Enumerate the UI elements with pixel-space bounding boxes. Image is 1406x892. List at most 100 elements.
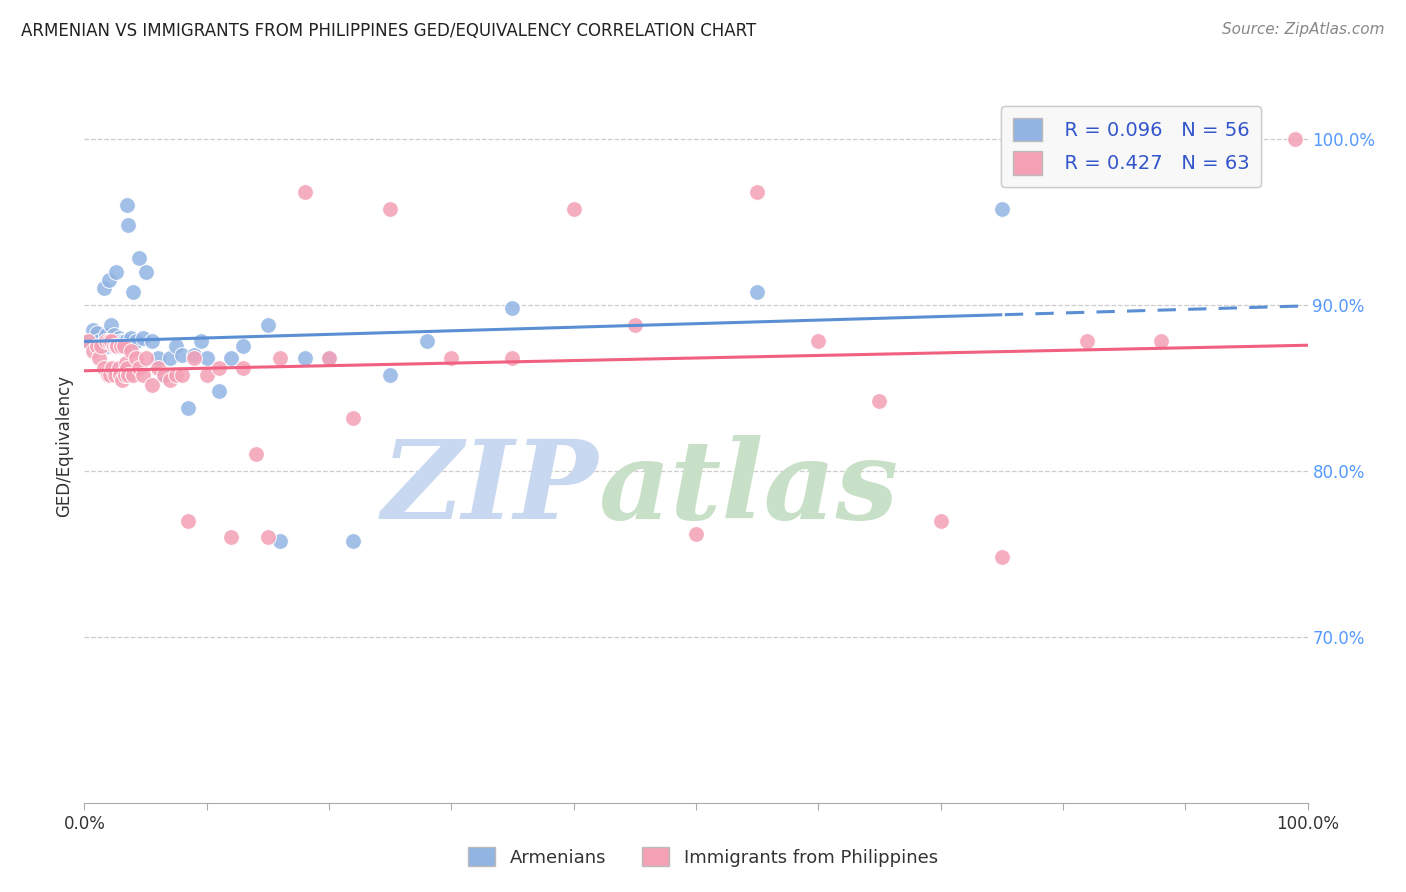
Point — [128, 361, 150, 376]
Text: ARMENIAN VS IMMIGRANTS FROM PHILIPPINES GED/EQUIVALENCY CORRELATION CHART: ARMENIAN VS IMMIGRANTS FROM PHILIPPINES … — [21, 22, 756, 40]
Point — [165, 339, 187, 353]
Point — [93, 361, 115, 376]
Point — [624, 318, 647, 332]
Point — [294, 351, 316, 365]
Point — [82, 344, 104, 359]
Point — [318, 351, 340, 365]
Point — [159, 373, 181, 387]
Point — [112, 339, 135, 353]
Point — [86, 339, 108, 353]
Point — [294, 185, 316, 199]
Point — [104, 368, 127, 382]
Point — [257, 318, 280, 332]
Point — [128, 252, 150, 266]
Point — [122, 368, 145, 382]
Point — [146, 351, 169, 365]
Point — [77, 334, 100, 349]
Point — [87, 351, 110, 365]
Point — [101, 361, 124, 376]
Point — [107, 331, 129, 345]
Point — [135, 265, 157, 279]
Point — [112, 334, 135, 349]
Point — [115, 198, 138, 212]
Point — [104, 339, 127, 353]
Point — [108, 368, 131, 382]
Point — [141, 377, 163, 392]
Point — [685, 527, 707, 541]
Point — [115, 334, 138, 349]
Point — [101, 334, 124, 349]
Point — [342, 410, 364, 425]
Point — [190, 334, 212, 349]
Legend:   R = 0.096   N = 56,   R = 0.427   N = 63: R = 0.096 N = 56, R = 0.427 N = 63 — [1001, 106, 1261, 186]
Point — [342, 533, 364, 548]
Point — [380, 202, 402, 216]
Point — [991, 550, 1014, 565]
Point — [177, 401, 200, 415]
Point — [90, 339, 112, 353]
Point — [929, 514, 952, 528]
Point — [318, 351, 340, 365]
Point — [97, 273, 120, 287]
Text: atlas: atlas — [598, 435, 898, 542]
Point — [96, 327, 118, 342]
Point — [183, 348, 205, 362]
Point — [105, 339, 128, 353]
Point — [132, 368, 155, 382]
Point — [115, 356, 138, 370]
Point — [122, 285, 145, 299]
Point — [97, 339, 120, 353]
Point — [1284, 132, 1306, 146]
Point — [502, 301, 524, 316]
Point — [96, 334, 118, 349]
Point — [232, 339, 254, 353]
Y-axis label: GED/Equivalency: GED/Equivalency — [55, 375, 73, 517]
Point — [105, 334, 128, 349]
Point — [97, 334, 120, 349]
Point — [77, 334, 100, 349]
Point — [115, 361, 138, 376]
Point — [90, 339, 112, 353]
Point — [195, 351, 218, 365]
Point — [165, 368, 187, 382]
Point — [807, 334, 830, 349]
Point — [159, 351, 181, 365]
Point — [110, 334, 132, 349]
Point — [440, 351, 463, 365]
Point — [183, 351, 205, 365]
Point — [98, 334, 121, 349]
Point — [105, 339, 128, 353]
Point — [747, 185, 769, 199]
Point — [117, 219, 139, 233]
Point — [100, 334, 122, 349]
Point — [105, 339, 128, 353]
Point — [232, 361, 254, 376]
Point — [94, 334, 117, 349]
Point — [105, 265, 128, 279]
Point — [108, 339, 131, 353]
Point — [269, 533, 291, 548]
Point — [257, 530, 280, 544]
Point — [98, 368, 121, 382]
Point — [502, 351, 524, 365]
Point — [100, 318, 122, 332]
Point — [111, 339, 134, 353]
Point — [380, 368, 402, 382]
Point — [93, 281, 115, 295]
Point — [82, 323, 104, 337]
Point — [120, 331, 142, 345]
Point — [114, 339, 136, 353]
Point — [219, 530, 242, 544]
Point — [153, 368, 176, 382]
Point — [172, 368, 194, 382]
Point — [869, 394, 891, 409]
Point — [153, 368, 176, 382]
Point — [107, 361, 129, 376]
Point — [208, 361, 231, 376]
Point — [562, 202, 585, 216]
Point — [125, 334, 148, 349]
Point — [747, 285, 769, 299]
Point — [110, 339, 132, 353]
Point — [87, 334, 110, 349]
Point — [245, 447, 267, 461]
